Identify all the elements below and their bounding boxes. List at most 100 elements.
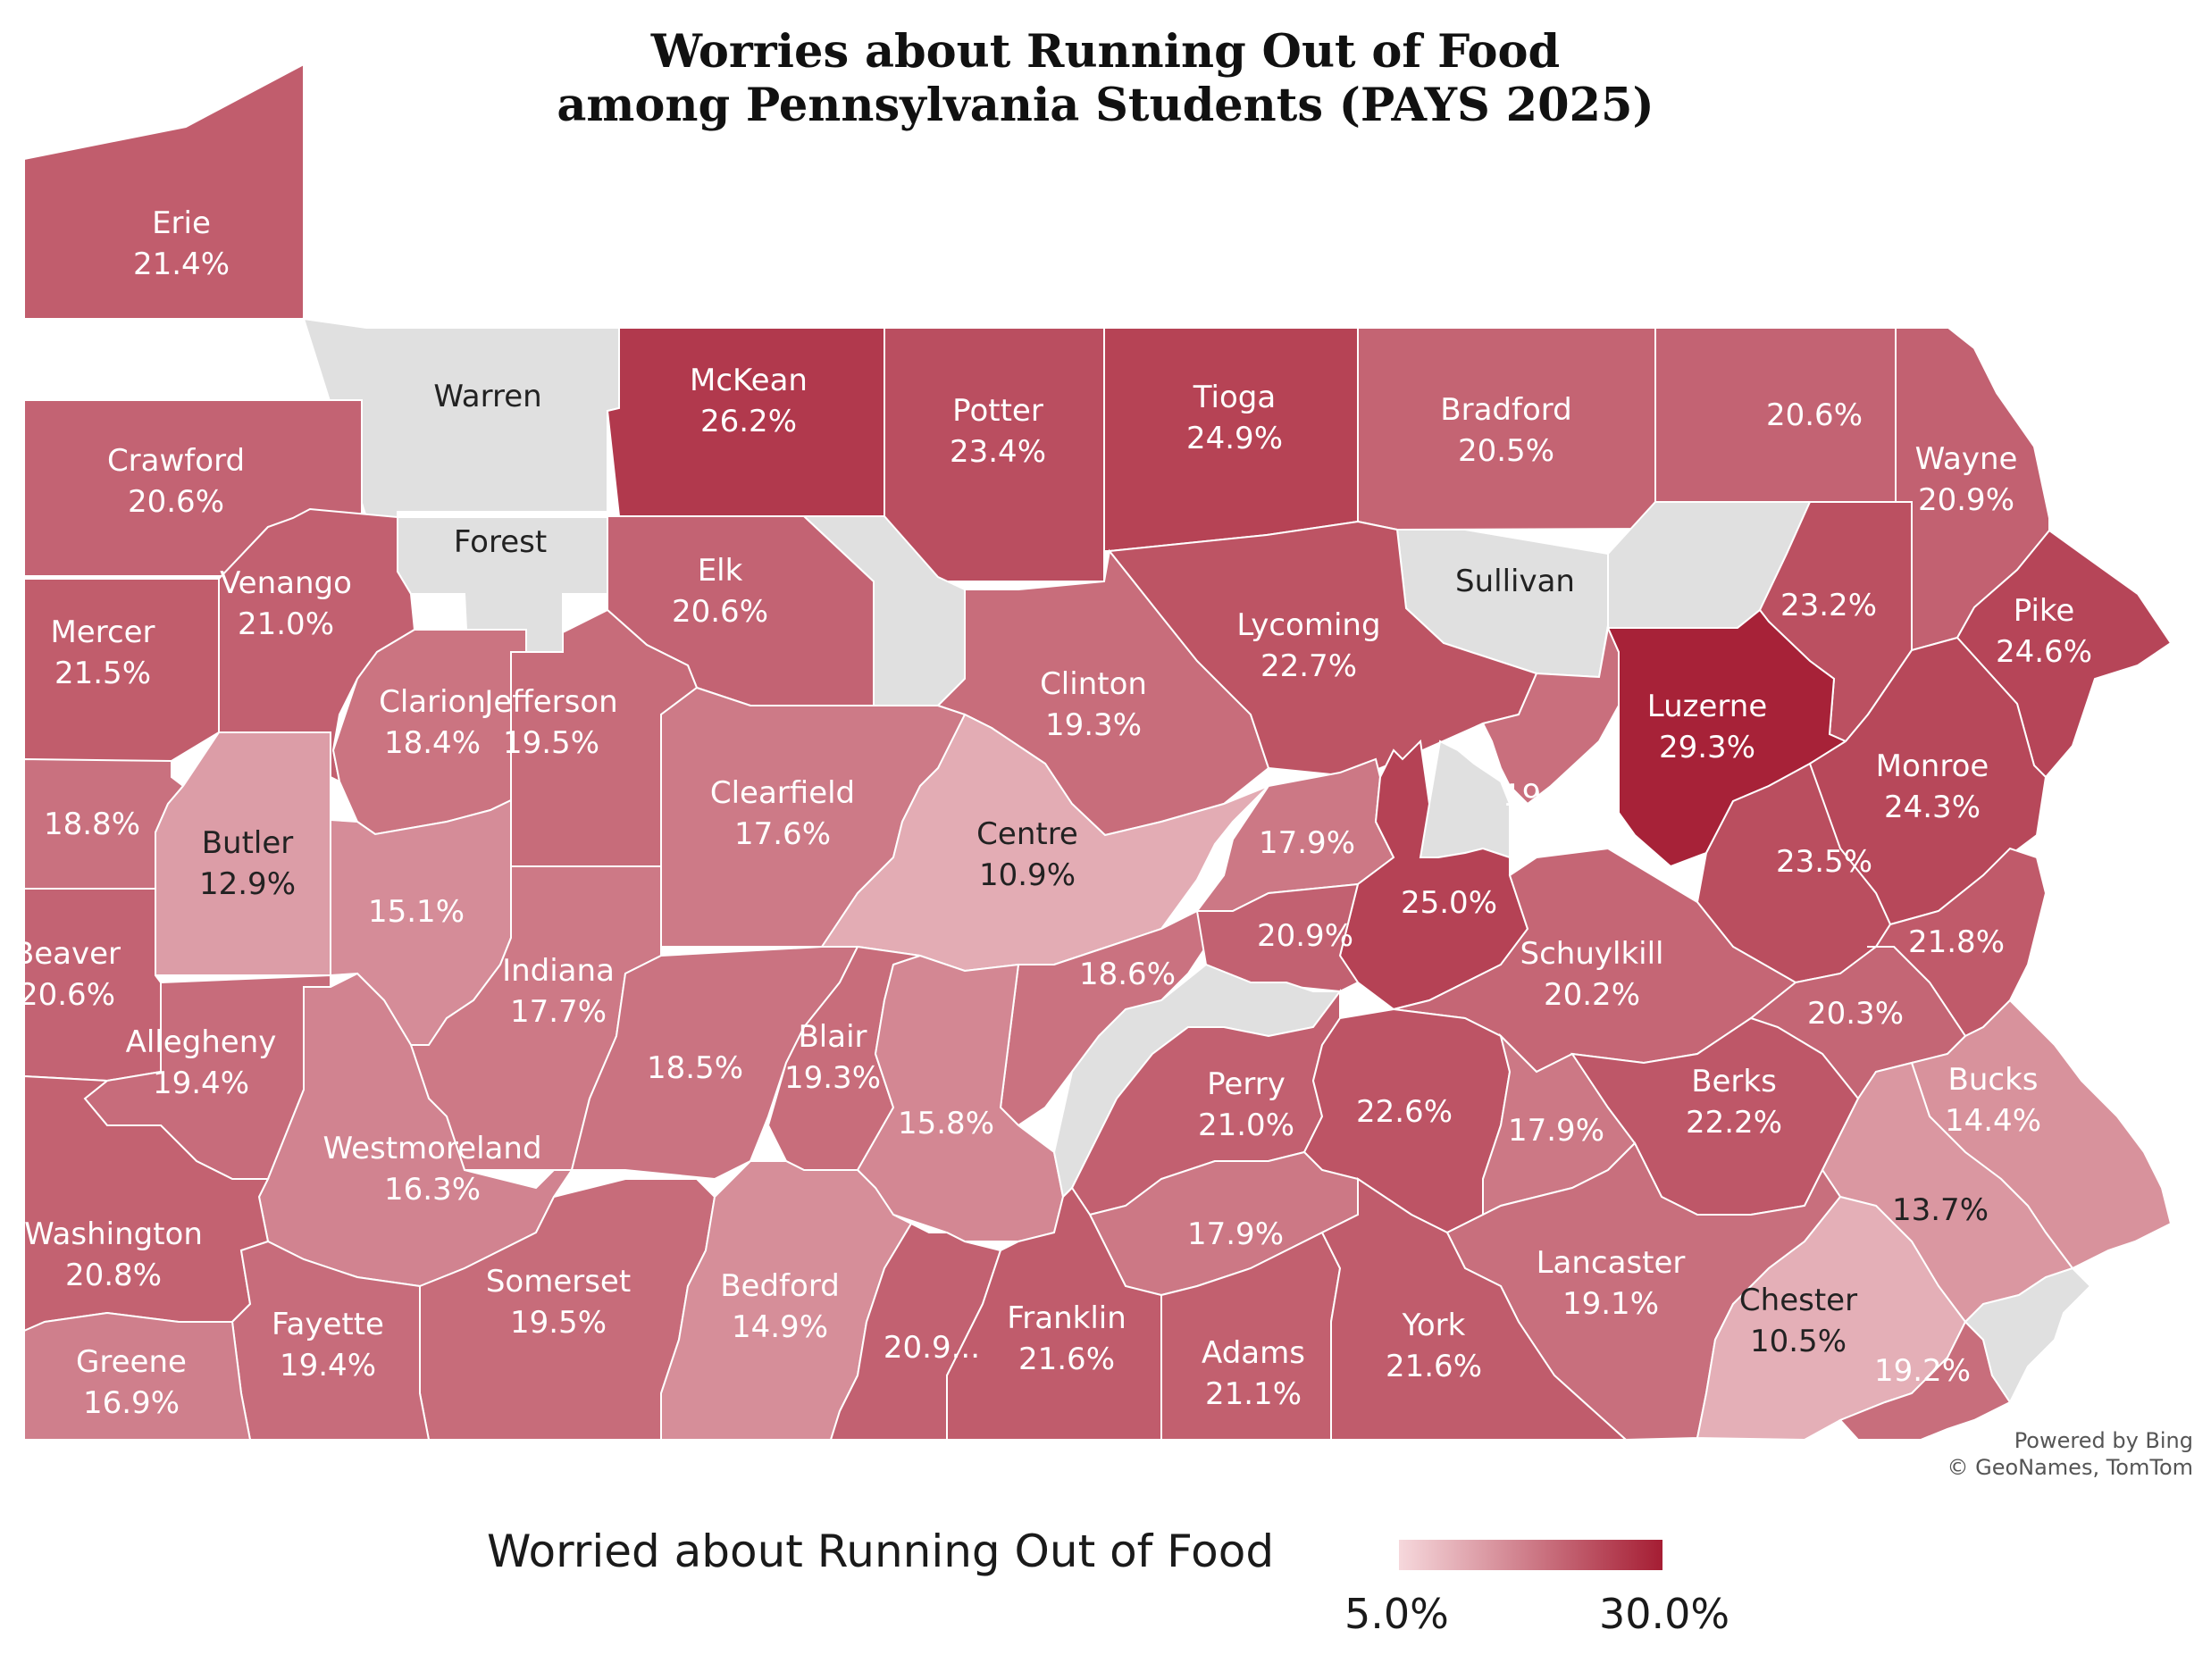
county-luzerne-name-label: Luzerne <box>1647 689 1768 724</box>
county-cambria-value-label: 18.5% <box>647 1050 743 1086</box>
county-clarion-value-label: 18.4% <box>384 725 481 761</box>
county-montgomery-value-label: 13.7% <box>1892 1192 1989 1228</box>
county-potter-value-label: 23.4% <box>950 434 1046 470</box>
county-lebanon-value-label: 17.9% <box>1508 1113 1604 1149</box>
county-elk-value-label: 20.6% <box>672 594 768 630</box>
county-pike-name-label: Pike <box>2014 593 2075 629</box>
county-somerset-name-label: Somerset <box>486 1264 631 1300</box>
county-perry-value-label: 21.0% <box>1198 1107 1294 1143</box>
county-tioga-name-label: Tioga <box>1193 380 1276 415</box>
county-beaver-name-label: Beaver <box>13 936 121 972</box>
county-clinton-value-label: 19.3% <box>1045 707 1142 743</box>
county-indiana-name-label: Indiana <box>502 953 615 989</box>
county-northampton-value-label: 21.8% <box>1908 924 2005 960</box>
county-bedford-name-label: Bedford <box>720 1268 840 1304</box>
county-adams-value-label: 21.1% <box>1205 1376 1302 1412</box>
map-credits: Powered by Bing © GeoNames, TomTom <box>1947 1427 2193 1481</box>
county-montour[interactable] <box>1419 740 1511 859</box>
county-butler-name-label: Butler <box>202 825 294 861</box>
credit-powered-by: Powered by Bing <box>2014 1428 2193 1453</box>
county-crawford-name-label: Crawford <box>107 443 245 479</box>
county-centre-name-label: Centre <box>976 816 1078 852</box>
county-greene-value-label: 16.9% <box>83 1385 180 1421</box>
county-northumberland-value-label: 25.0% <box>1401 885 1497 921</box>
county-columbia-value-label: 19.0% <box>1503 778 1599 814</box>
county-luzerne-value-label: 29.3% <box>1659 730 1755 765</box>
county-berks-name-label: Berks <box>1691 1064 1777 1099</box>
county-lancaster-value-label: 19.1% <box>1562 1286 1659 1322</box>
county-potter-name-label: Potter <box>952 393 1043 429</box>
county-erie[interactable] <box>23 63 305 320</box>
county-monroe-name-label: Monroe <box>1876 748 1989 784</box>
county-mckean-name-label: McKean <box>690 363 808 398</box>
county-jefferson-name-label: Jefferson <box>482 684 617 720</box>
county-cumberland-value-label: 17.9% <box>1187 1216 1284 1252</box>
county-philadelphia[interactable] <box>1964 1266 2092 1404</box>
county-forest-name-label: Forest <box>454 524 547 560</box>
county-venango-name-label: Venango <box>220 565 352 601</box>
county-bedford-value-label: 14.9% <box>732 1309 828 1345</box>
county-erie-name-label: Erie <box>152 205 211 241</box>
county-westmoreland-name-label: Westmoreland <box>322 1131 541 1166</box>
county-westmoreland-value-label: 16.3% <box>384 1172 481 1208</box>
county-lawrence-value-label: 18.8% <box>44 807 140 842</box>
county-bradford-value-label: 20.5% <box>1458 433 1554 469</box>
county-franklin-name-label: Franklin <box>1007 1300 1126 1336</box>
county-mercer-value-label: 21.5% <box>54 656 151 691</box>
county-schuylkill-name-label: Schuylkill <box>1520 936 1664 972</box>
county-lackawanna-value-label: 23.2% <box>1780 588 1877 623</box>
county-blair-value-label: 19.3% <box>784 1060 881 1096</box>
map-title-line-2: among Pennsylvania Students (PAYS 2025) <box>557 79 1654 132</box>
county-indiana-value-label: 17.7% <box>510 994 607 1030</box>
county-somerset-value-label: 19.5% <box>510 1305 607 1341</box>
county-clinton-name-label: Clinton <box>1040 666 1147 702</box>
county-pike-value-label: 24.6% <box>1996 634 2092 670</box>
credit-sources: © GeoNames, TomTom <box>1947 1455 2193 1480</box>
county-erie-value-label: 21.4% <box>133 247 230 282</box>
county-warren-name-label: Warren <box>433 379 541 414</box>
county-fayette[interactable] <box>230 1240 431 1441</box>
county-washington-value-label: 20.8% <box>65 1258 162 1293</box>
county-bucks-value-label: 14.4% <box>1945 1103 2041 1139</box>
county-centre-value-label: 10.9% <box>979 857 1076 893</box>
county-lycoming-value-label: 22.7% <box>1260 648 1357 684</box>
legend-max-label: 30.0% <box>1599 1590 1730 1638</box>
county-delaware-value-label: 19.2% <box>1874 1353 1971 1389</box>
county-chester-value-label: 10.5% <box>1750 1324 1847 1359</box>
county-jefferson-value-label: 19.5% <box>503 725 599 761</box>
county-chester-name-label: Chester <box>1739 1283 1857 1318</box>
county-bradford[interactable] <box>1357 327 1656 531</box>
county-mckean-value-label: 26.2% <box>700 404 797 439</box>
county-mifflin-value-label: 18.6% <box>1079 957 1176 992</box>
map-title-line-1: Worries about Running Out of Food <box>650 25 1561 79</box>
county-blair-name-label: Blair <box>798 1019 867 1055</box>
county-clearfield-value-label: 17.6% <box>734 816 831 852</box>
county-york[interactable] <box>1320 1177 1629 1441</box>
county-butler[interactable] <box>155 731 331 976</box>
legend-min-label: 5.0% <box>1344 1590 1449 1638</box>
county-greene[interactable] <box>23 1311 252 1441</box>
county-elk-name-label: Elk <box>698 553 743 589</box>
county-dauphin-value-label: 22.6% <box>1356 1094 1453 1130</box>
county-carbon-value-label: 23.5% <box>1776 844 1872 880</box>
county-lancaster-name-label: Lancaster <box>1537 1245 1686 1281</box>
county-huntingdon-value-label: 15.8% <box>898 1106 994 1141</box>
county-lehigh-value-label: 20.3% <box>1807 996 1904 1032</box>
county-washington-name-label: Washington <box>24 1216 203 1252</box>
county-fayette-value-label: 19.4% <box>280 1348 376 1383</box>
county-venango-value-label: 21.0% <box>238 606 334 642</box>
county-pike[interactable] <box>1956 529 2173 779</box>
county-allegheny-value-label: 19.4% <box>153 1066 249 1101</box>
legend-color-scale <box>1399 1540 1662 1570</box>
legend-title: Worried about Running Out of Food <box>487 1525 1275 1577</box>
county-beaver-value-label: 20.6% <box>19 977 115 1013</box>
county-franklin-value-label: 21.6% <box>1018 1341 1115 1377</box>
labels-layer: Erie 21.4% Warren McKean 26.2% Potter 23.4% Tio… <box>13 205 2092 1421</box>
county-perry-name-label: Perry <box>1207 1066 1286 1102</box>
county-schuylkill-value-label: 20.2% <box>1544 977 1640 1013</box>
county-york-value-label: 21.6% <box>1386 1349 1482 1384</box>
county-clearfield-name-label: Clearfield <box>710 775 855 811</box>
map-title: Worries about Running Out of Food among … <box>0 25 2211 132</box>
county-butler-value-label: 12.9% <box>199 866 296 902</box>
